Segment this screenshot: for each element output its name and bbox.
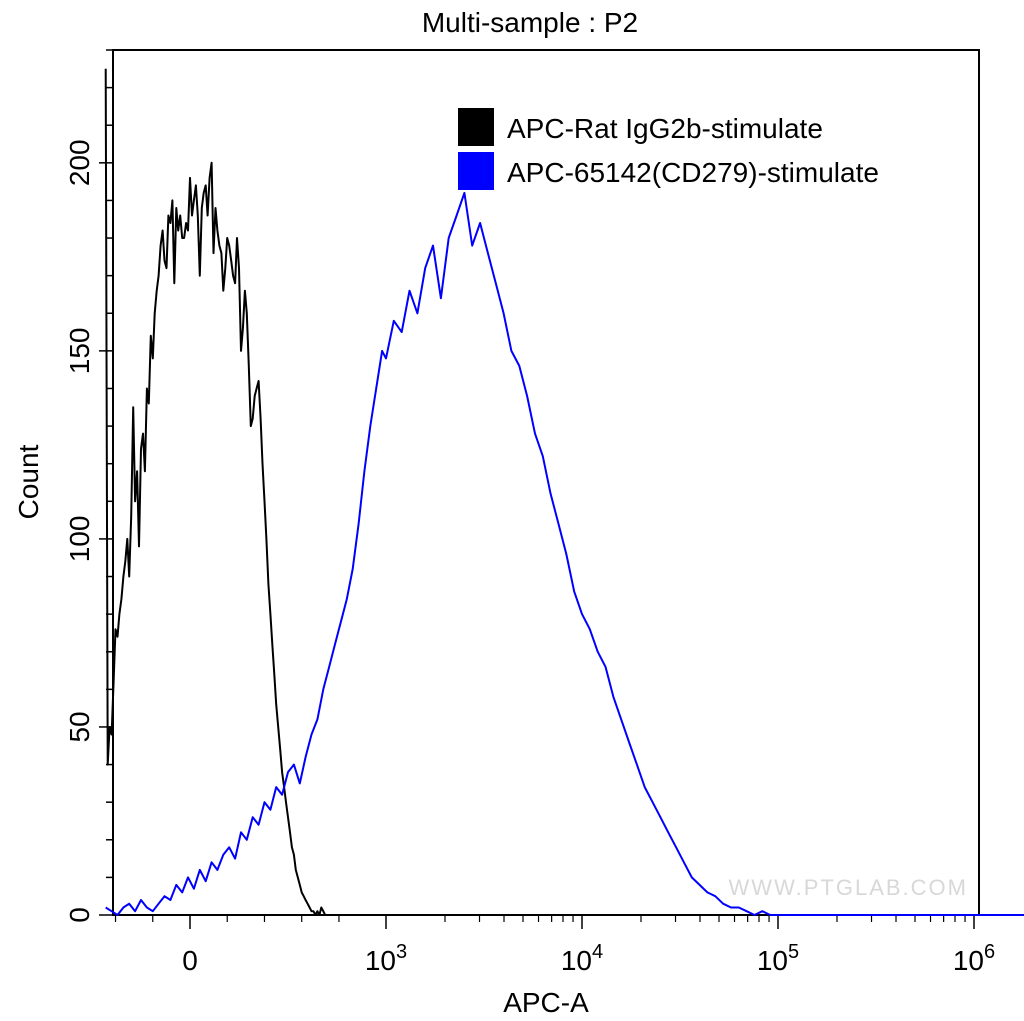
y-tick-label: 200 [64, 139, 95, 186]
series-layer [104, 68, 1024, 916]
y-tick-label: 100 [64, 516, 95, 563]
x-tick-label: 103 [365, 941, 407, 976]
plot-frame [112, 49, 980, 916]
y-tick-label: 50 [64, 711, 95, 742]
y-tick-label: 150 [64, 328, 95, 375]
watermark: WWW.PTGLAB.COM [729, 875, 968, 900]
x-tick-label: 104 [561, 941, 603, 976]
x-tick-label: 106 [953, 941, 995, 976]
x-tick-label: 105 [757, 941, 799, 976]
x-tick-label: 0 [182, 945, 198, 976]
series-line-cd279 [105, 191, 1024, 916]
legend-label-igg2b: APC-Rat IgG2b-stimulate [507, 113, 823, 144]
x-axis: 0 103 104 105 106 [114, 915, 995, 976]
legend-swatch-igg2b [458, 108, 494, 146]
y-tick-label: 0 [64, 907, 95, 923]
legend-label-cd279: APC-65142(CD279)-stimulate [507, 157, 879, 188]
chart-title: Multi-sample : P2 [422, 7, 638, 38]
legend: APC-Rat IgG2b-stimulate APC-65142(CD279)… [458, 108, 879, 190]
x-axis-label: APC-A [503, 987, 589, 1018]
series-line-igg2b [104, 68, 349, 916]
legend-swatch-cd279 [458, 152, 494, 190]
y-axis-label: Count [13, 444, 44, 519]
